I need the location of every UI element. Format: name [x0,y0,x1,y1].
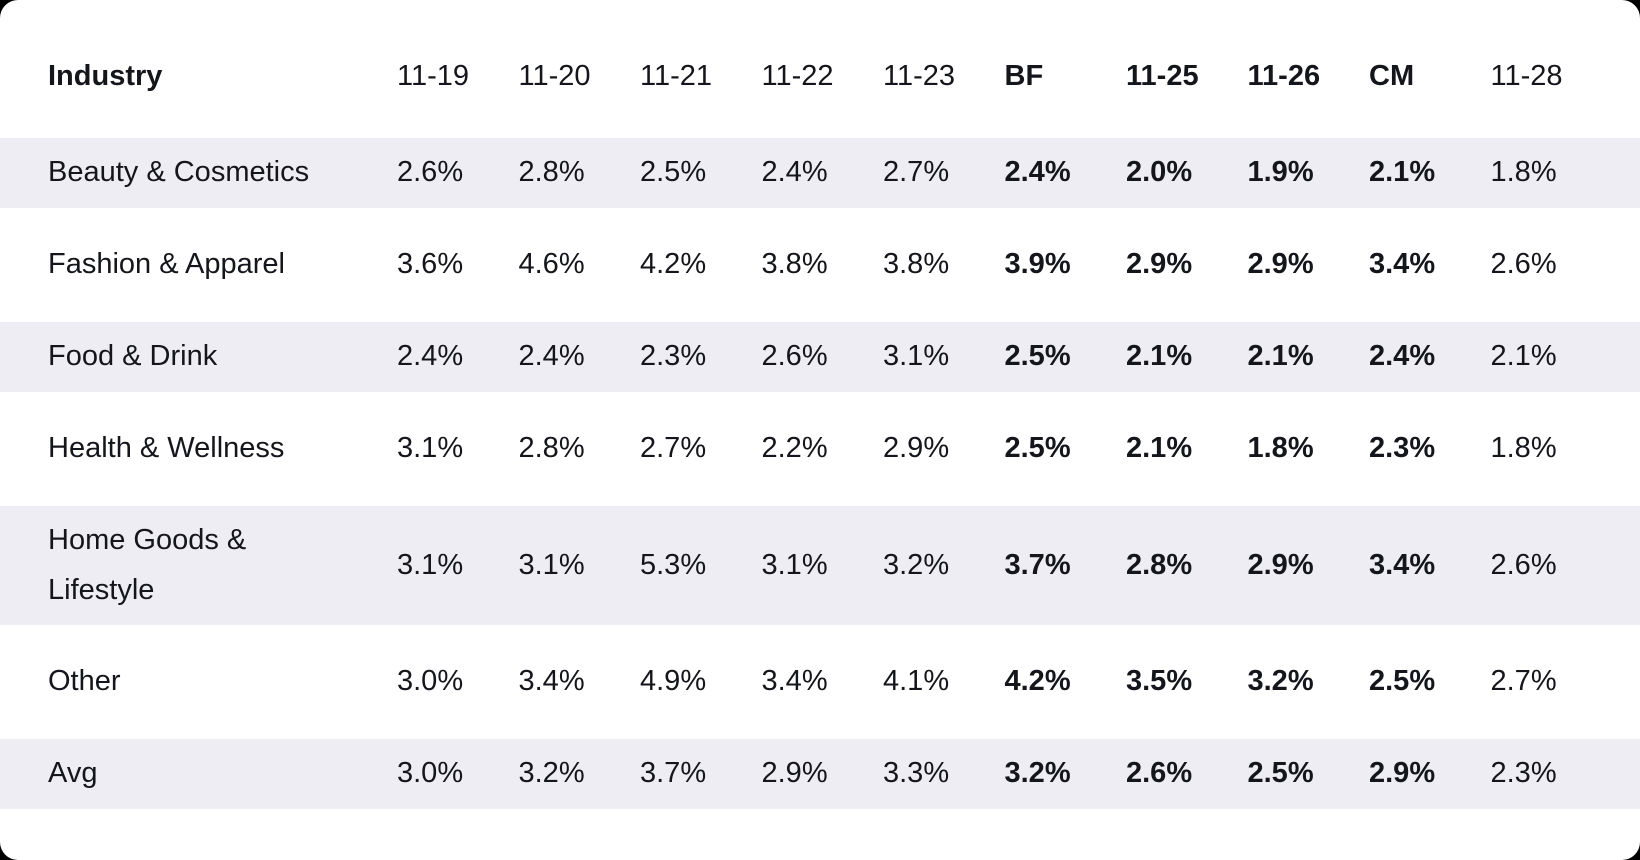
cell-value: 3.3% [883,757,950,790]
column-header: 11-26 [1247,60,1321,93]
cell-value: 2.9% [1126,248,1193,281]
cell-value: 4.2% [640,248,707,281]
table-row: Home Goods & Lifestyle 3.1% 3.1% 5.3% 3.1% 3.… [0,506,1640,625]
cell-value: 2.5% [1247,757,1314,790]
cell-value: 3.1% [761,548,828,581]
cell-value: 3.0% [397,757,464,790]
cell-value: 2.8% [518,432,585,465]
cell-value: 2.1% [1369,156,1436,189]
table-row: Other 3.0% 3.4% 4.9% 3.4% 4.1% 4.2% 3.5% 3.2% 2.5… [0,647,1640,717]
table-row: Food & Drink 2.4% 2.4% 2.3% 2.6% 3.1% 2.5% 2.1%… [0,322,1640,392]
column-header: 11-20 [518,60,591,93]
cell-value: 1.8% [1247,432,1314,465]
cell-value: 3.2% [518,757,585,790]
column-header-industry: Industry [48,60,163,93]
cell-value: 3.1% [397,432,464,465]
cell-value: 2.9% [883,432,950,465]
cell-value: 2.1% [1126,432,1193,465]
cell-value: 2.5% [1369,665,1436,698]
cell-value: 2.6% [397,156,464,189]
cell-value: 3.7% [640,757,707,790]
industry-name: Health & Wellness [48,432,285,465]
cell-value: 2.3% [640,340,707,373]
cell-value: 2.4% [518,340,585,373]
cell-value: 2.8% [1126,548,1193,581]
cell-value: 1.8% [1490,156,1557,189]
column-header: 11-23 [883,60,956,93]
cell-value: 4.1% [883,665,950,698]
cell-value: 2.6% [1490,248,1557,281]
cell-value: 2.8% [518,156,585,189]
cell-value: 3.7% [1004,548,1071,581]
cell-value: 2.1% [1126,340,1193,373]
cell-value: 4.6% [518,248,585,281]
cell-value: 2.6% [1490,548,1557,581]
cell-value: 4.2% [1004,665,1071,698]
cell-value: 2.0% [1126,156,1193,189]
industry-metrics-table: Industry 11-19 11-20 11-21 11-22 11-23 BF 11-25… [0,22,1640,809]
cell-value: 2.5% [1004,340,1071,373]
column-header: 11-22 [761,60,834,93]
cell-value: 3.2% [1247,665,1314,698]
industry-name: Food & Drink [48,340,218,373]
column-header: BF [1004,60,1044,93]
cell-value: 2.6% [1126,757,1193,790]
cell-value: 3.1% [518,548,585,581]
cell-value: 5.3% [640,548,707,581]
industry-name: Fashion & Apparel [48,248,285,281]
industry-name: Avg [48,757,98,790]
column-header: 11-25 [1126,60,1199,93]
table-row: Avg 3.0% 3.2% 3.7% 2.9% 3.3% 3.2% 2.6% 2.5% 2.9% 2… [0,739,1640,809]
column-header: 11-19 [397,60,470,93]
cell-value: 2.2% [761,432,828,465]
cell-value: 3.4% [1369,248,1436,281]
column-header: 11-28 [1490,60,1563,93]
cell-value: 3.1% [883,340,950,373]
cell-value: 2.5% [1004,432,1071,465]
cell-value: 3.4% [1369,548,1436,581]
cell-value: 2.7% [640,432,707,465]
cell-value: 2.9% [761,757,828,790]
cell-value: 3.5% [1126,665,1193,698]
header-row: Industry 11-19 11-20 11-21 11-22 11-23 BF 11-25… [0,22,1640,116]
cell-value: 2.9% [1247,248,1314,281]
cell-value: 3.8% [883,248,950,281]
industry-name: Home Goods & Lifestyle [48,524,247,606]
cell-value: 3.4% [761,665,828,698]
cell-value: 2.9% [1247,548,1314,581]
cell-value: 3.1% [397,548,464,581]
cell-value: 1.8% [1490,432,1557,465]
column-header: 11-21 [640,60,713,93]
industry-name: Other [48,665,121,698]
cell-value: 2.4% [397,340,464,373]
cell-value: 2.3% [1490,757,1557,790]
cell-value: 3.9% [1004,248,1071,281]
industry-name: Beauty & Cosmetics [48,156,310,189]
table-row: Fashion & Apparel 3.6% 4.6% 4.2% 3.8% 3.8% 3.9… [0,230,1640,300]
cell-value: 2.7% [1490,665,1557,698]
cell-value: 3.2% [883,548,950,581]
cell-value: 2.4% [761,156,828,189]
cell-value: 2.9% [1369,757,1436,790]
cell-value: 2.1% [1490,340,1557,373]
cell-value: 3.8% [761,248,828,281]
cell-value: 2.4% [1004,156,1071,189]
cell-value: 3.0% [397,665,464,698]
cell-value: 2.5% [640,156,707,189]
cell-value: 2.3% [1369,432,1436,465]
table-row: Health & Wellness 3.1% 2.8% 2.7% 2.2% 2.9% 2.5… [0,414,1640,484]
cell-value: 2.1% [1247,340,1314,373]
cell-value: 4.9% [640,665,707,698]
cell-value: 3.2% [1004,757,1071,790]
column-header: CM [1369,60,1415,93]
cell-value: 2.7% [883,156,950,189]
cell-value: 2.6% [761,340,828,373]
cell-value: 2.4% [1369,340,1436,373]
cell-value: 1.9% [1247,156,1314,189]
table-row: Beauty & Cosmetics 2.6% 2.8% 2.5% 2.4% 2.7% 2.… [0,138,1640,208]
cell-value: 3.6% [397,248,464,281]
cell-value: 3.4% [518,665,585,698]
